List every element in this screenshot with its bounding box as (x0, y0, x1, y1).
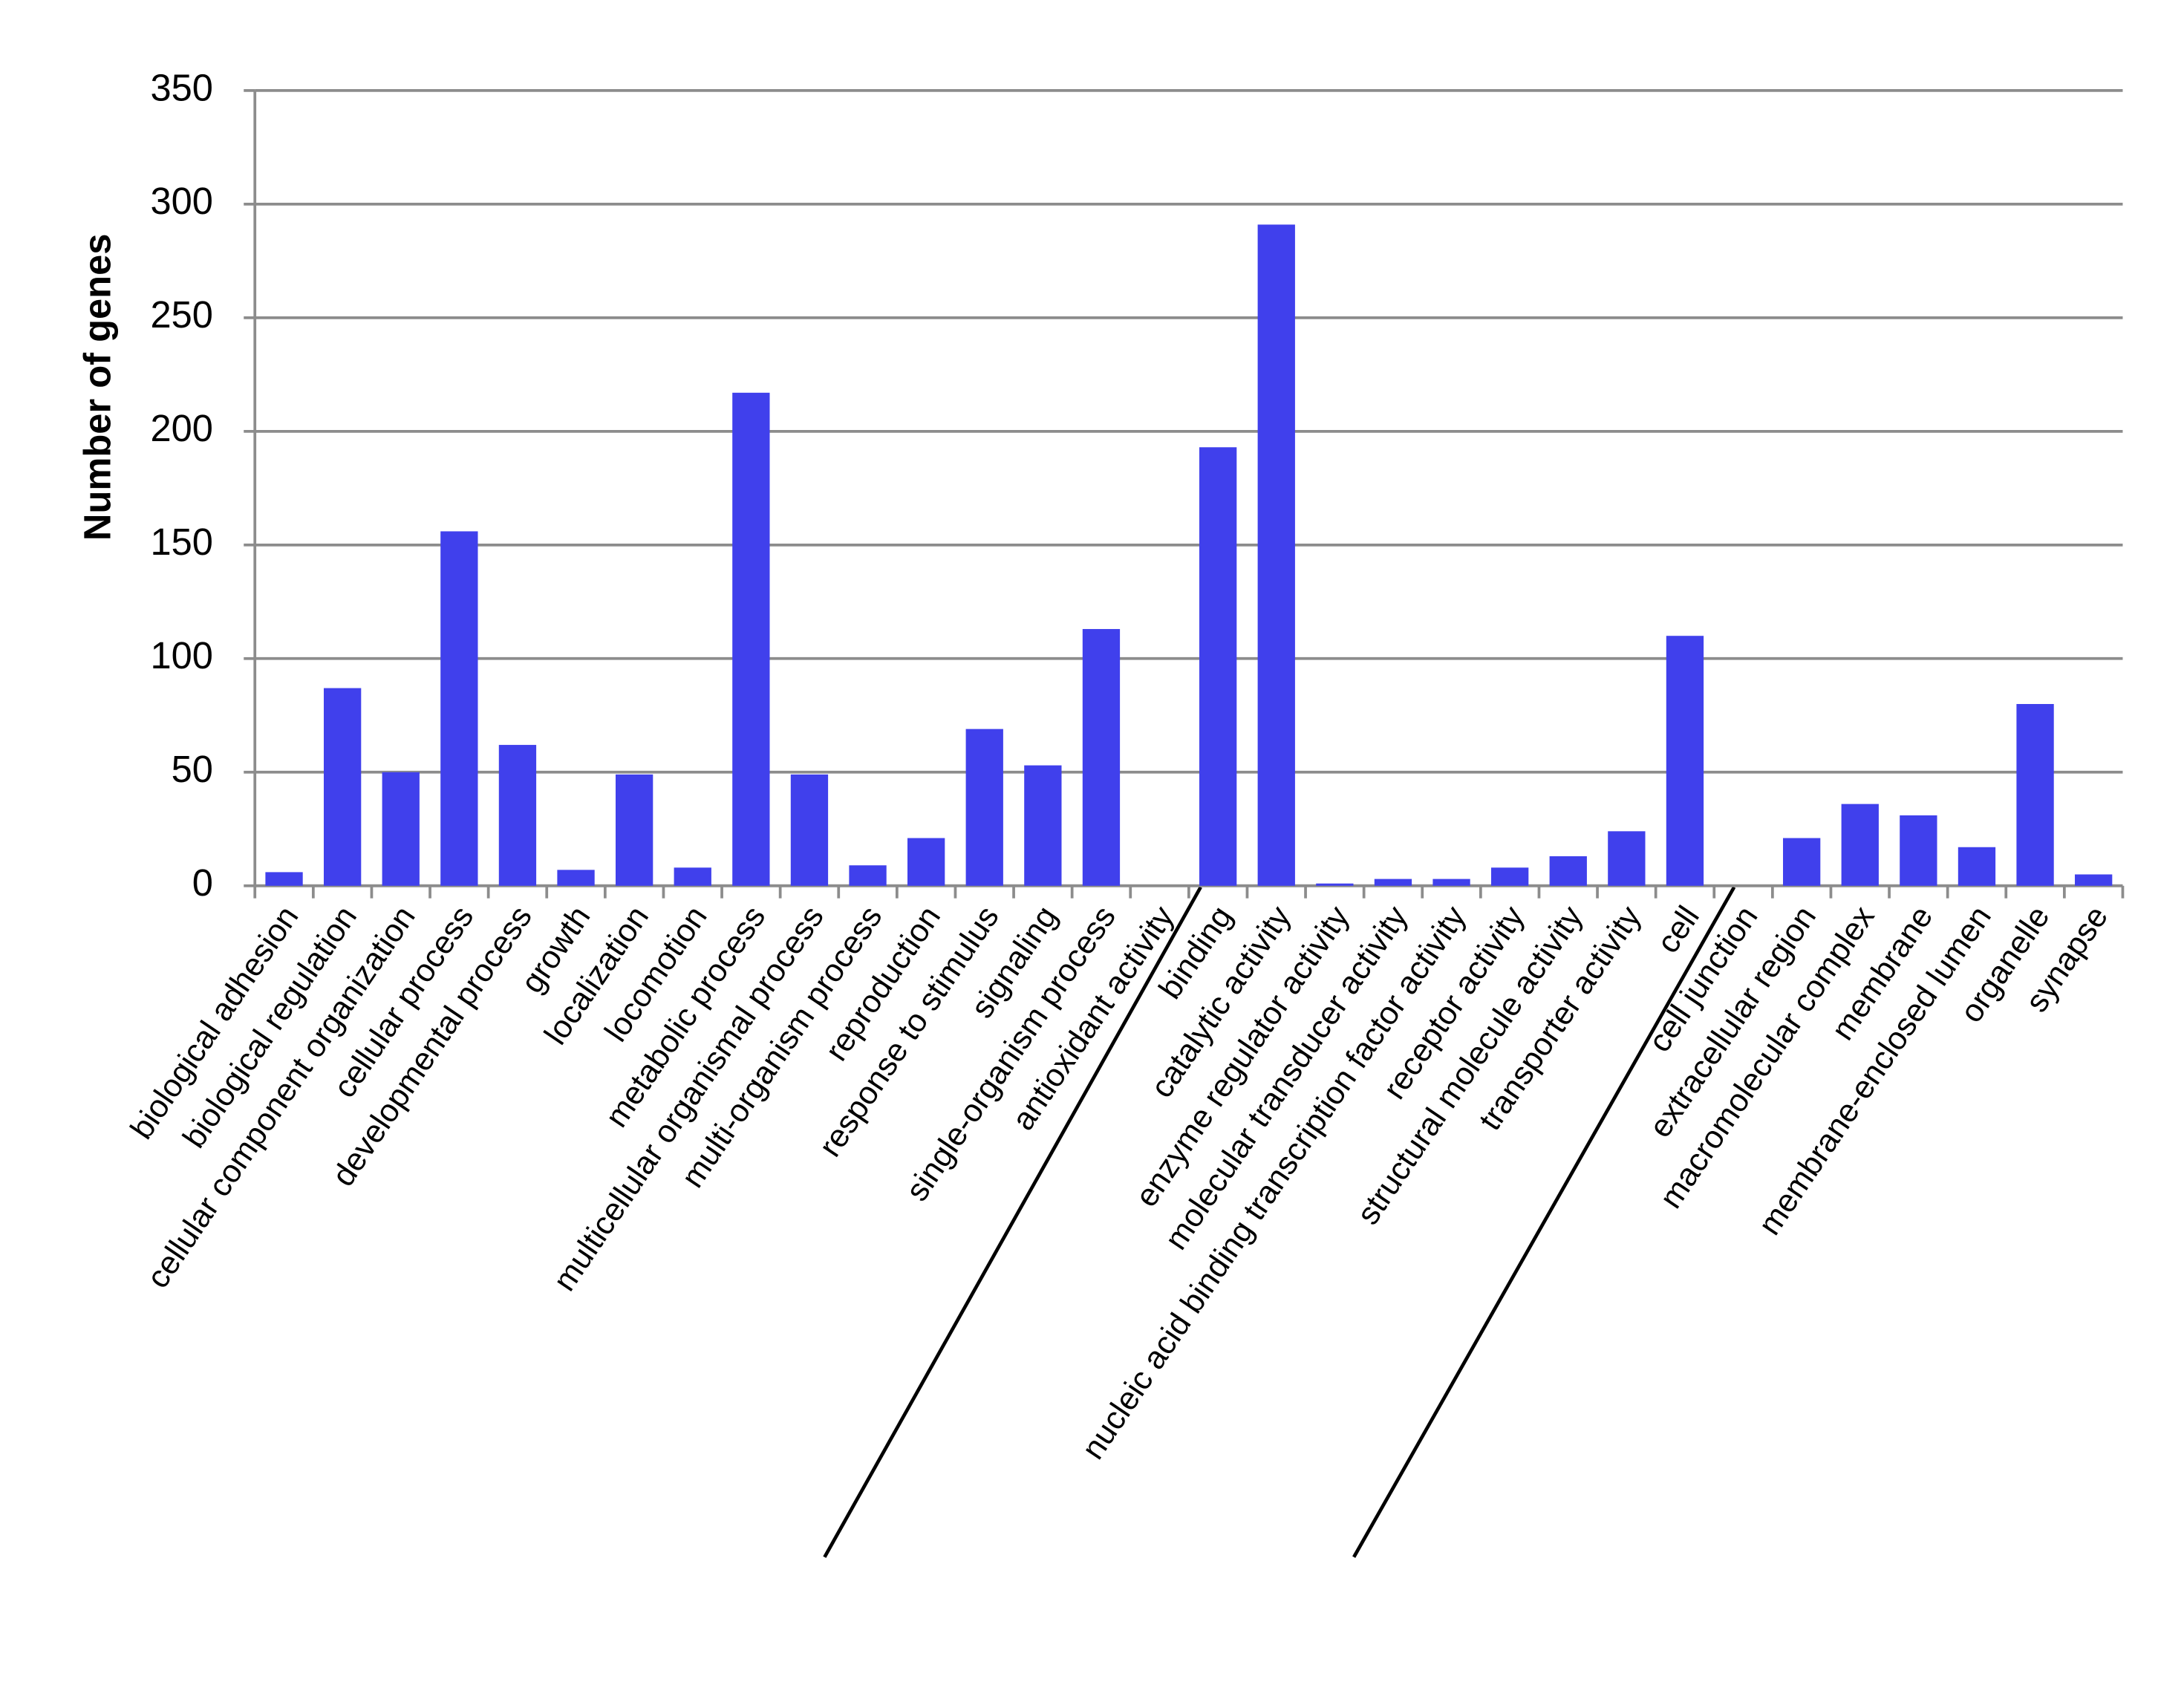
y-tick-label: 250 (150, 293, 212, 336)
bar (1257, 224, 1295, 886)
bar (440, 531, 478, 886)
bar (1374, 879, 1412, 886)
bar (1900, 815, 1937, 886)
group-divider (823, 886, 1202, 1558)
y-tick-label: 300 (150, 180, 212, 222)
y-tick-label: 150 (150, 521, 212, 563)
bar (1024, 765, 1062, 886)
bar (557, 870, 595, 886)
y-tick-label: 200 (150, 407, 212, 449)
bar (2016, 703, 2054, 886)
y-tick-label: 0 (192, 861, 213, 904)
bar (1316, 883, 1354, 886)
bar (674, 867, 711, 886)
bar (1608, 831, 1646, 886)
bar (1783, 838, 1821, 886)
bar (323, 688, 362, 886)
bar (965, 729, 1003, 886)
y-tick-label: 350 (150, 66, 212, 108)
bar (1082, 629, 1121, 886)
y-axis-label: Number of genes (76, 234, 118, 541)
bar (265, 872, 303, 886)
bar (1958, 847, 1996, 886)
bar (498, 745, 537, 886)
bar (732, 392, 770, 886)
bar (1666, 636, 1704, 886)
bar (615, 774, 653, 886)
y-tick-label: 100 (150, 634, 212, 677)
bar (1841, 804, 1879, 886)
bar (1432, 879, 1470, 886)
bar (382, 772, 420, 886)
y-tick-label: 50 (172, 748, 213, 790)
bar (1199, 447, 1237, 886)
bar (790, 774, 829, 886)
bar (1549, 856, 1587, 886)
bar (1491, 867, 1529, 886)
group-divider (1352, 886, 1736, 1558)
bar (849, 865, 887, 886)
bar (907, 838, 945, 886)
bar (2075, 874, 2113, 886)
